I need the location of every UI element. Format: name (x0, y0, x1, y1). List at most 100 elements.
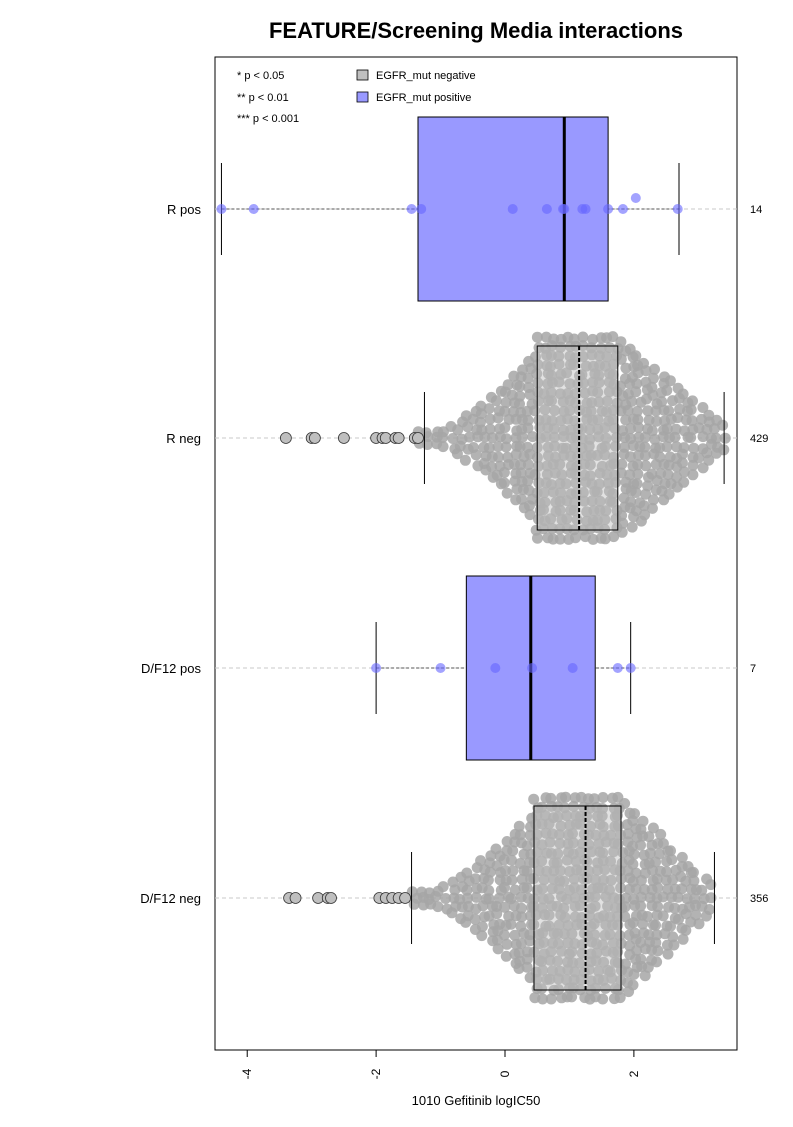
data-point (642, 405, 654, 417)
data-point (607, 414, 619, 426)
data-point (584, 459, 596, 471)
data-point (537, 523, 549, 535)
data-point (553, 919, 565, 931)
outlier-point (399, 892, 412, 904)
data-point (590, 829, 602, 841)
data-point (687, 395, 698, 407)
data-point (578, 377, 589, 389)
data-point (615, 467, 627, 479)
data-point (574, 957, 586, 969)
data-point (630, 386, 642, 398)
data-point (522, 414, 534, 426)
data-point (650, 856, 662, 868)
data-point (460, 916, 472, 928)
data-point (575, 865, 587, 877)
data-point (646, 502, 658, 514)
outlier-point (279, 432, 292, 444)
data-point (447, 433, 459, 444)
data-point (643, 831, 655, 843)
data-point (600, 505, 612, 517)
data-point (657, 891, 669, 903)
data-point (676, 457, 688, 469)
data-point (554, 458, 566, 470)
data-point (607, 369, 619, 381)
data-point (545, 993, 557, 1005)
data-point (569, 892, 581, 904)
data-point (505, 918, 517, 930)
data-point (676, 851, 688, 863)
data-point (486, 432, 498, 444)
group-count: 7 (750, 663, 756, 675)
data-point (680, 908, 692, 920)
group-d-f12-neg: D/F12 neg 356 (140, 791, 768, 1005)
data-point (677, 933, 689, 945)
data-point (666, 854, 678, 866)
data-point (652, 945, 664, 957)
data-point (591, 486, 603, 498)
data-point (705, 879, 717, 891)
data-point (664, 375, 676, 387)
data-point (599, 422, 611, 434)
plot-frame (214, 56, 738, 1051)
data-point (446, 907, 458, 919)
data-point (585, 820, 597, 832)
data-point (514, 398, 525, 410)
data-point (537, 993, 549, 1005)
data-point (371, 663, 382, 673)
group-r-pos: R pos 14 (167, 116, 762, 302)
data-point (437, 441, 449, 453)
data-point (561, 893, 573, 905)
data-point (528, 793, 540, 805)
data-point (597, 792, 609, 803)
data-point (608, 458, 620, 470)
data-point (662, 948, 674, 960)
data-point (710, 432, 722, 444)
data-point (451, 448, 463, 460)
data-point (648, 372, 659, 384)
data-point (536, 983, 547, 995)
legend-swatch-negative (356, 69, 369, 81)
data-point (593, 377, 605, 389)
data-point (552, 811, 564, 823)
data-point (604, 342, 616, 354)
data-point (476, 930, 488, 942)
data-point (475, 408, 487, 420)
data-point (459, 454, 471, 466)
data-point (639, 441, 651, 453)
data-point (514, 390, 526, 402)
data-point (697, 462, 709, 474)
data-point (662, 469, 674, 480)
data-point (608, 531, 620, 543)
data-point (549, 405, 561, 416)
data-point (604, 929, 616, 941)
data-point (656, 396, 668, 408)
data-point (544, 836, 556, 848)
data-point (703, 904, 715, 915)
group-count: 429 (750, 433, 768, 445)
data-point (687, 469, 699, 481)
data-point (572, 451, 584, 463)
data-point (687, 866, 699, 878)
data-point (539, 404, 551, 416)
data-point (553, 350, 565, 362)
data-point (522, 459, 534, 471)
data-point (416, 204, 427, 214)
data-point (527, 663, 538, 673)
data-point (476, 921, 488, 933)
data-point (499, 881, 510, 893)
data-point (583, 964, 595, 976)
significance-label-1: * p < 0.05 (237, 70, 284, 82)
data-point (697, 402, 709, 413)
data-point (635, 900, 647, 912)
data-point (678, 466, 690, 478)
data-point (559, 204, 570, 214)
data-point (642, 480, 654, 492)
data-point (567, 828, 578, 840)
data-point (548, 423, 560, 435)
data-point (677, 448, 688, 460)
data-point (633, 421, 644, 433)
data-point (717, 419, 729, 431)
data-point (625, 663, 636, 673)
data-point (588, 793, 600, 805)
data-point (686, 415, 698, 427)
